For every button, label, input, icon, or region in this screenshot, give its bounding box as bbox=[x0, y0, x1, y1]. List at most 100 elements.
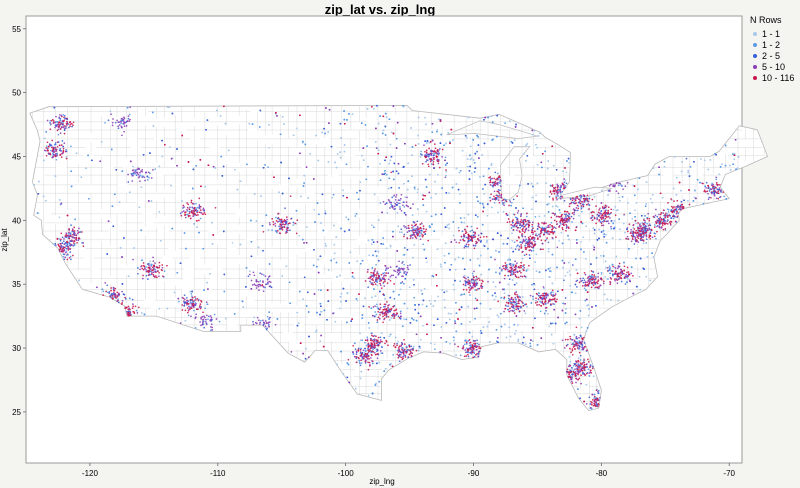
data-point bbox=[255, 280, 258, 283]
data-point bbox=[511, 232, 513, 235]
data-point bbox=[43, 137, 46, 140]
data-point bbox=[59, 132, 62, 134]
data-point bbox=[335, 236, 338, 238]
data-point bbox=[445, 142, 447, 145]
data-point bbox=[699, 181, 701, 184]
data-point bbox=[147, 171, 150, 174]
data-point bbox=[112, 286, 115, 289]
data-point bbox=[632, 184, 635, 187]
data-point bbox=[58, 216, 61, 219]
data-point bbox=[305, 347, 307, 350]
data-point bbox=[425, 305, 428, 308]
data-point bbox=[605, 233, 607, 236]
data-point bbox=[529, 345, 532, 348]
data-point bbox=[196, 308, 198, 311]
data-point bbox=[276, 115, 278, 117]
data-point bbox=[320, 334, 322, 337]
data-point bbox=[390, 155, 393, 158]
data-point bbox=[651, 252, 653, 254]
data-point bbox=[466, 158, 469, 160]
data-point bbox=[610, 220, 613, 222]
data-point bbox=[425, 186, 428, 188]
data-point bbox=[491, 139, 494, 141]
data-point bbox=[433, 343, 436, 346]
data-point bbox=[146, 263, 149, 265]
data-point bbox=[199, 159, 202, 161]
data-point bbox=[373, 193, 376, 196]
data-point bbox=[402, 282, 405, 285]
data-point bbox=[307, 197, 309, 199]
data-point bbox=[441, 187, 443, 189]
data-point bbox=[65, 235, 68, 237]
data-point bbox=[132, 172, 135, 175]
data-point bbox=[276, 230, 279, 232]
data-point bbox=[111, 205, 114, 208]
data-point bbox=[140, 229, 143, 232]
data-point bbox=[733, 158, 736, 161]
data-point bbox=[58, 238, 61, 240]
data-point bbox=[561, 289, 564, 291]
data-point bbox=[327, 269, 330, 271]
data-point bbox=[530, 302, 533, 304]
data-point bbox=[440, 326, 443, 328]
data-point bbox=[315, 134, 317, 137]
data-point bbox=[388, 162, 391, 165]
data-point bbox=[348, 381, 351, 384]
data-point bbox=[60, 144, 63, 146]
data-point bbox=[161, 155, 164, 158]
data-point bbox=[593, 232, 596, 235]
data-point bbox=[675, 194, 678, 196]
data-point bbox=[265, 327, 268, 330]
data-point bbox=[160, 268, 163, 271]
data-point bbox=[377, 250, 380, 253]
data-point bbox=[533, 129, 536, 132]
data-point bbox=[139, 180, 141, 183]
data-point bbox=[121, 290, 123, 293]
data-point bbox=[562, 170, 564, 173]
data-point bbox=[443, 298, 446, 301]
data-point bbox=[398, 349, 401, 352]
data-point bbox=[559, 212, 561, 214]
data-point bbox=[343, 150, 346, 153]
data-point bbox=[534, 317, 536, 320]
data-point bbox=[411, 154, 413, 156]
data-point bbox=[309, 152, 312, 155]
data-point bbox=[506, 243, 509, 245]
data-point bbox=[121, 119, 124, 122]
data-point bbox=[222, 230, 225, 233]
data-point bbox=[114, 287, 117, 290]
data-point bbox=[68, 229, 71, 231]
data-point bbox=[339, 151, 342, 153]
data-point bbox=[600, 231, 603, 233]
data-point bbox=[188, 212, 191, 215]
data-point bbox=[184, 319, 187, 322]
data-point bbox=[74, 218, 76, 221]
data-point bbox=[52, 147, 55, 150]
data-point bbox=[564, 322, 567, 325]
data-point bbox=[361, 154, 363, 157]
data-point bbox=[288, 281, 291, 284]
data-point bbox=[483, 193, 486, 195]
data-point bbox=[631, 217, 634, 220]
data-point bbox=[495, 249, 497, 252]
data-point bbox=[328, 122, 330, 124]
data-point bbox=[593, 393, 596, 396]
data-point bbox=[102, 290, 105, 293]
lake-superior bbox=[446, 120, 538, 139]
data-point bbox=[440, 336, 442, 339]
data-point bbox=[186, 202, 188, 204]
data-point bbox=[439, 119, 442, 121]
data-point bbox=[479, 176, 481, 178]
data-point bbox=[450, 241, 453, 243]
data-point bbox=[402, 352, 405, 354]
data-point bbox=[523, 152, 525, 155]
data-point bbox=[205, 322, 208, 325]
data-point bbox=[458, 193, 461, 196]
data-point bbox=[464, 134, 467, 137]
data-point bbox=[612, 222, 615, 225]
data-point bbox=[404, 142, 406, 145]
data-point bbox=[376, 241, 379, 243]
data-point bbox=[76, 241, 78, 244]
data-point bbox=[613, 220, 616, 222]
data-point bbox=[231, 242, 234, 244]
